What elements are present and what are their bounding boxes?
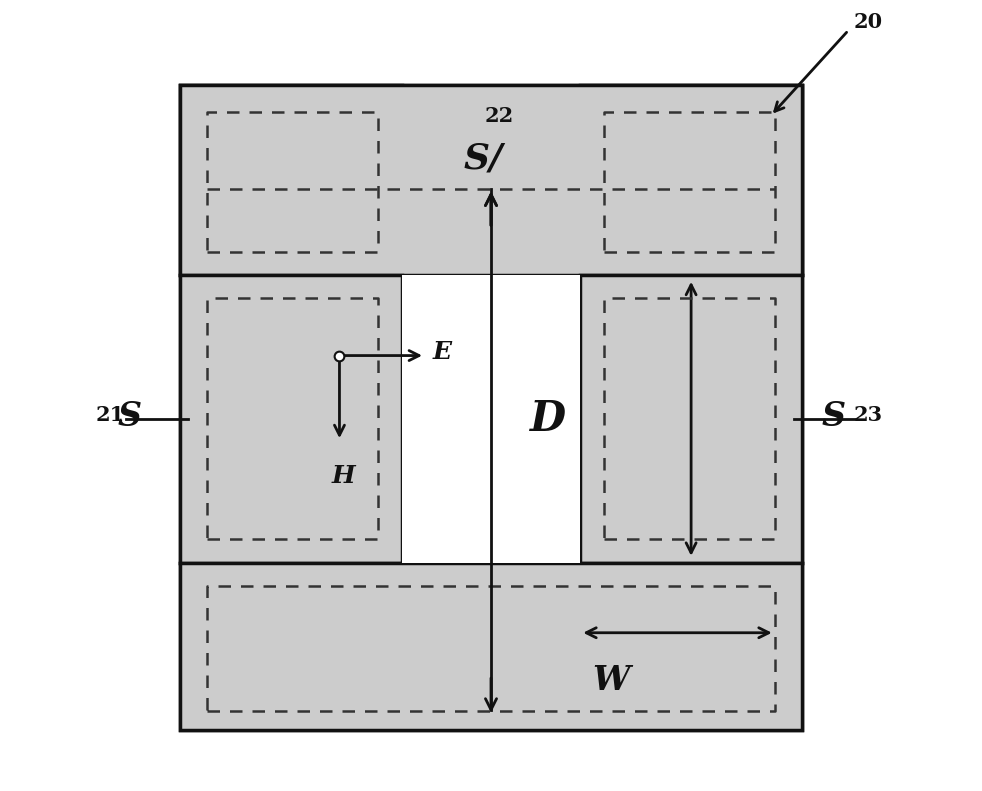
Bar	[180, 275, 402, 562]
Text: W: W	[592, 664, 629, 697]
Bar	[180, 275, 402, 562]
Bar	[180, 562, 802, 729]
Text: 23: 23	[853, 405, 883, 425]
Text: S: S	[117, 400, 141, 433]
Text: 21: 21	[95, 405, 125, 425]
Text: 20: 20	[853, 13, 883, 32]
Text: D: D	[530, 398, 566, 440]
Bar	[180, 85, 802, 275]
Bar	[580, 85, 802, 275]
Bar	[402, 275, 580, 562]
Text: E: E	[433, 339, 452, 364]
Bar	[180, 85, 402, 275]
Bar	[180, 562, 802, 729]
Bar	[580, 275, 802, 562]
Text: S/: S/	[464, 142, 503, 176]
Text: 22: 22	[484, 105, 514, 126]
Text: H: H	[332, 464, 355, 488]
Text: S: S	[821, 400, 846, 433]
Bar	[580, 275, 802, 562]
Bar	[180, 85, 802, 275]
